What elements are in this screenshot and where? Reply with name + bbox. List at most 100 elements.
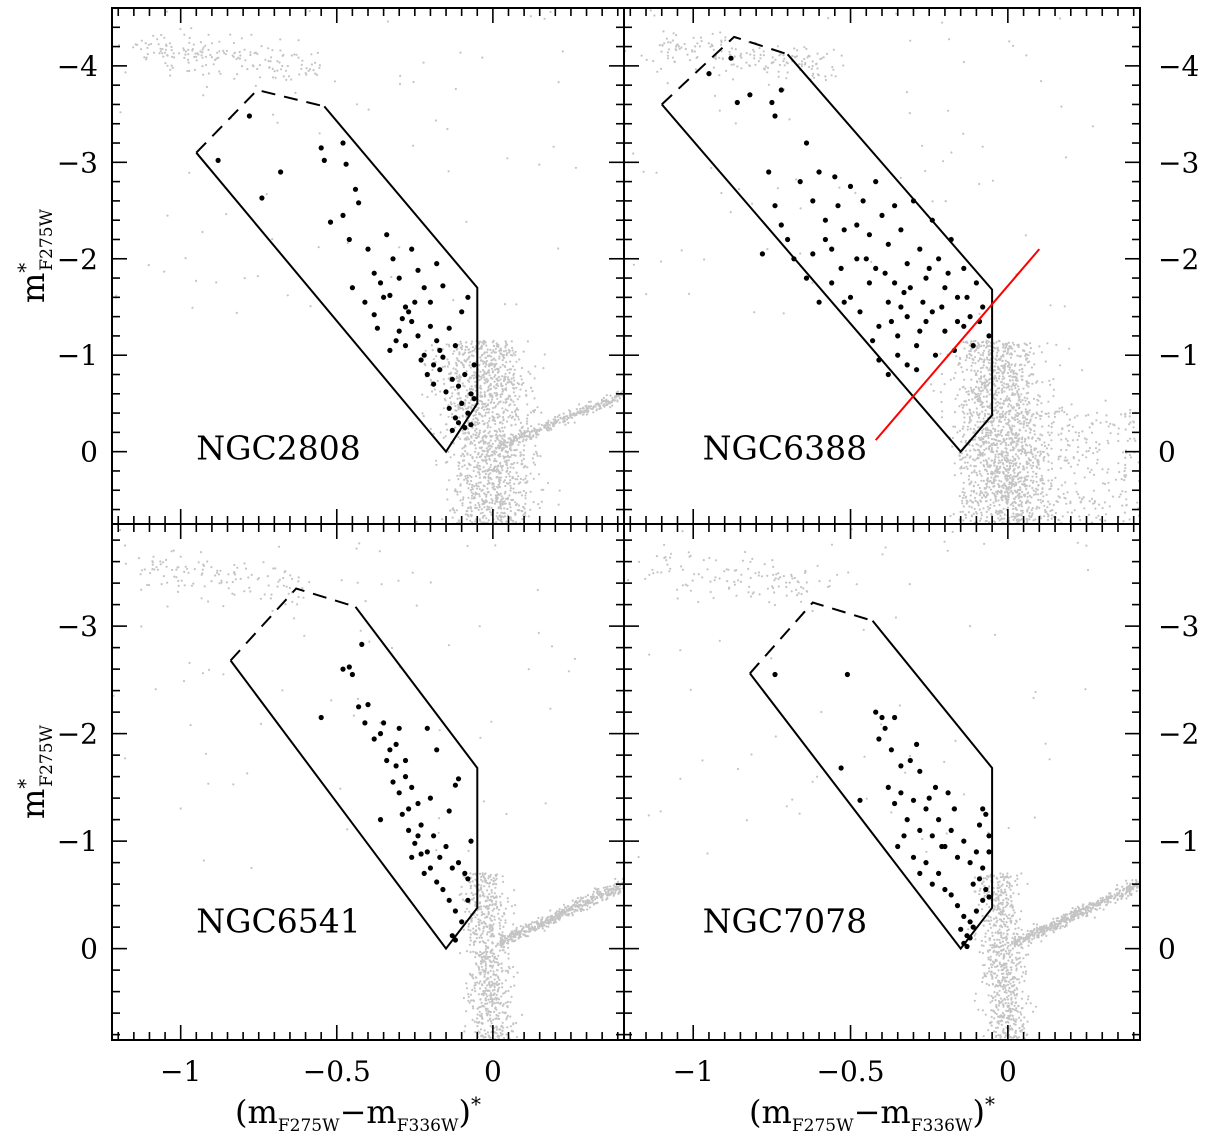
background-star [519,451,521,453]
background-star [999,402,1001,404]
background-star [211,42,213,44]
background-star [1032,507,1034,509]
background-star [720,40,722,42]
background-star [528,515,530,517]
selected-star [842,300,847,305]
background-star [496,394,498,396]
background-star [511,340,513,342]
background-star [1004,459,1006,461]
background-star [499,950,501,952]
background-star [1019,423,1021,425]
background-star [482,360,484,362]
background-star [969,412,971,414]
background-star [986,367,988,369]
background-star [909,40,911,42]
background-star [516,449,518,451]
background-star [1036,399,1038,401]
background-star [1115,479,1117,481]
background-star [1012,465,1014,467]
selected-star [980,304,985,309]
selected-star [437,348,442,353]
background-star [971,514,973,516]
background-star [1045,360,1047,362]
background-star [476,488,478,490]
background-star [474,423,476,425]
background-star [1019,514,1021,516]
background-star [494,488,496,490]
background-star [1063,411,1065,413]
background-star [1104,520,1106,522]
background-star [275,77,277,79]
background-star [1009,380,1011,382]
background-star [433,433,435,435]
background-star [467,420,469,422]
background-star [596,409,598,411]
background-star [998,419,1000,421]
background-star [171,65,173,67]
background-star [510,466,512,468]
background-star [1060,467,1062,469]
background-star [746,52,748,54]
background-star [1095,517,1097,519]
background-star [185,50,187,52]
background-star [994,454,996,456]
background-star [988,353,990,355]
background-star [489,928,491,930]
background-star [480,481,482,483]
background-star [480,385,482,387]
background-star [481,354,483,356]
background-star [483,905,485,907]
background-star [990,420,992,422]
background-star [974,362,976,364]
background-star [430,428,432,430]
background-star [568,409,570,411]
background-star [301,64,303,66]
background-star [178,52,180,54]
background-star [475,428,477,430]
background-star [586,407,588,409]
background-star [728,51,730,53]
background-star [516,472,518,474]
background-star [202,48,204,50]
background-star [237,57,239,59]
selected-star [450,377,455,382]
background-star [1024,364,1026,366]
selected-star [914,367,919,372]
background-star [1129,409,1131,411]
background-star [959,357,961,359]
background-star [501,375,503,377]
background-star [1012,505,1014,507]
background-star [1025,488,1027,490]
background-star [516,462,518,464]
background-star [466,437,468,439]
background-star [611,401,613,403]
background-star [457,404,459,406]
background-star [522,479,524,481]
background-star [1003,371,1005,373]
background-star [1002,411,1004,413]
background-star [1144,469,1146,471]
background-star [475,483,477,485]
background-star [1067,425,1069,427]
background-star [1021,491,1023,493]
background-star [1035,455,1037,457]
background-star [507,1006,509,1008]
background-star [163,37,165,39]
background-star [219,73,221,75]
background-star [1030,347,1032,349]
background-star [490,478,492,480]
background-star [967,468,969,470]
background-star [458,380,460,382]
background-star [562,50,564,52]
background-star [825,79,827,81]
background-star [985,378,987,380]
background-star [512,384,514,386]
background-star [519,429,521,431]
background-star [470,951,472,953]
background-star [1008,398,1010,400]
background-star [485,965,487,967]
selected-star [459,401,464,406]
background-star [708,42,710,44]
background-star [495,465,497,467]
background-star [208,34,210,36]
